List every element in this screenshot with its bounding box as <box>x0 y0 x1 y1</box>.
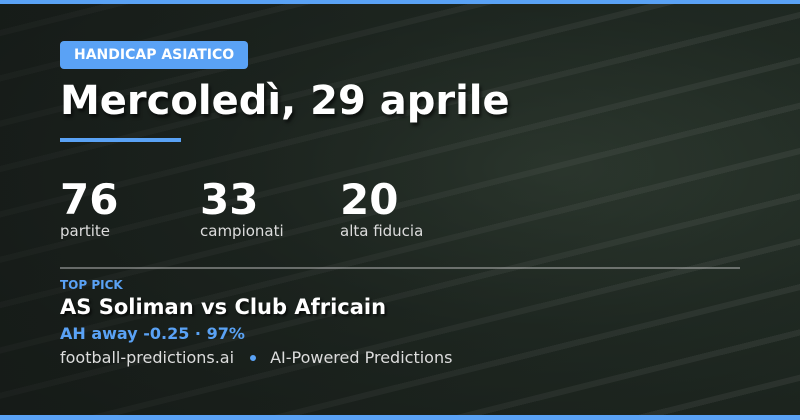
stat-matches: 76 partite <box>60 175 119 241</box>
footer: football-predictions.ai AI-Powered Predic… <box>60 348 452 367</box>
stat-value: 20 <box>340 175 399 224</box>
stat-label: partite <box>60 222 111 240</box>
stat-label: alta fiducia <box>340 222 424 240</box>
top-pick-prediction: AH away -0.25 · 97% <box>60 324 245 343</box>
bullet-icon <box>250 354 257 361</box>
stat-value: 76 <box>60 175 119 224</box>
site-name: football-predictions.ai <box>60 348 235 367</box>
title-underline <box>60 138 181 142</box>
top-pick-match: AS Soliman vs Club Africain <box>60 295 387 319</box>
top-accent-bar <box>0 0 800 4</box>
top-pick-label: TOP PICK <box>60 278 123 292</box>
tagline: AI-Powered Predictions <box>270 348 453 367</box>
category-badge: HANDICAP ASIATICO <box>60 41 249 69</box>
divider <box>60 267 740 269</box>
stat-label: campionati <box>200 222 284 240</box>
stat-value: 33 <box>200 175 259 224</box>
stat-high-confidence: 20 alta fiducia <box>340 175 424 241</box>
page-title: Mercoledì, 29 aprile <box>60 78 510 124</box>
bottom-accent-bar <box>0 415 800 420</box>
stat-leagues: 33 campionati <box>200 175 284 241</box>
